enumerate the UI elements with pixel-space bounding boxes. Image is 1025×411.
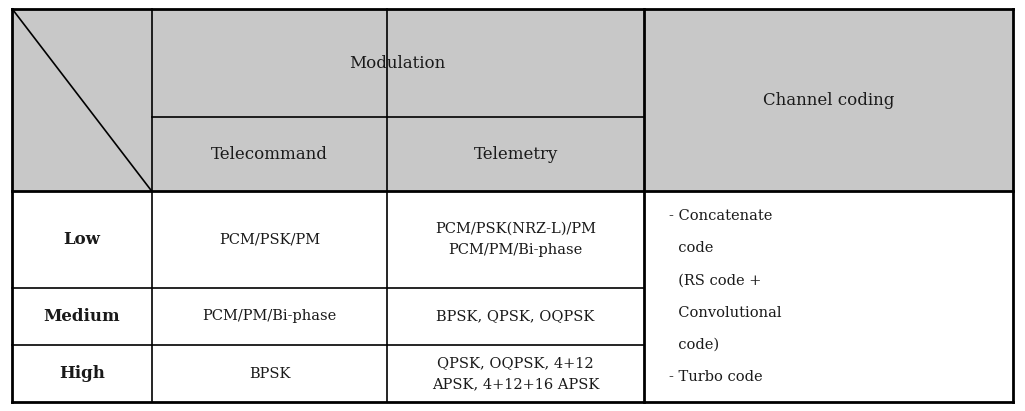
Text: Channel coding: Channel coding [763, 92, 894, 109]
Text: code): code) [669, 337, 720, 352]
Text: Telecommand: Telecommand [211, 145, 328, 163]
Text: - Concatenate: - Concatenate [669, 209, 773, 224]
Bar [644, 9, 1013, 191]
Text: PCM/PM/Bi-phase: PCM/PM/Bi-phase [203, 309, 336, 323]
Text: BPSK: BPSK [249, 367, 290, 381]
Bar [12, 9, 152, 191]
Text: Telemetry: Telemetry [474, 145, 558, 163]
Bar [644, 191, 1013, 402]
Text: - Turbo code: - Turbo code [669, 369, 763, 384]
Bar [387, 345, 644, 402]
Bar [152, 117, 387, 191]
Text: Convolutional: Convolutional [669, 305, 782, 320]
Text: code: code [669, 241, 713, 256]
Text: (RS code +: (RS code + [669, 273, 762, 288]
Bar [12, 345, 152, 402]
Text: Medium: Medium [44, 308, 120, 325]
Bar [152, 345, 387, 402]
Text: BPSK, QPSK, OQPSK: BPSK, QPSK, OQPSK [437, 309, 594, 323]
Text: Modulation: Modulation [350, 55, 446, 72]
Text: High: High [59, 365, 105, 382]
Bar [152, 191, 387, 288]
Text: PCM/PSK/PM: PCM/PSK/PM [219, 232, 320, 247]
Bar [387, 117, 644, 191]
Text: Low: Low [64, 231, 100, 248]
Text: PCM/PSK(NRZ-L)/PM
PCM/PM/Bi-phase: PCM/PSK(NRZ-L)/PM PCM/PM/Bi-phase [435, 222, 597, 257]
Bar [12, 288, 152, 345]
Bar [152, 288, 387, 345]
Bar [12, 191, 152, 288]
Bar [387, 191, 644, 288]
Text: QPSK, OQPSK, 4+12
APSK, 4+12+16 APSK: QPSK, OQPSK, 4+12 APSK, 4+12+16 APSK [432, 356, 600, 391]
Bar [387, 288, 644, 345]
Bar [152, 9, 644, 117]
